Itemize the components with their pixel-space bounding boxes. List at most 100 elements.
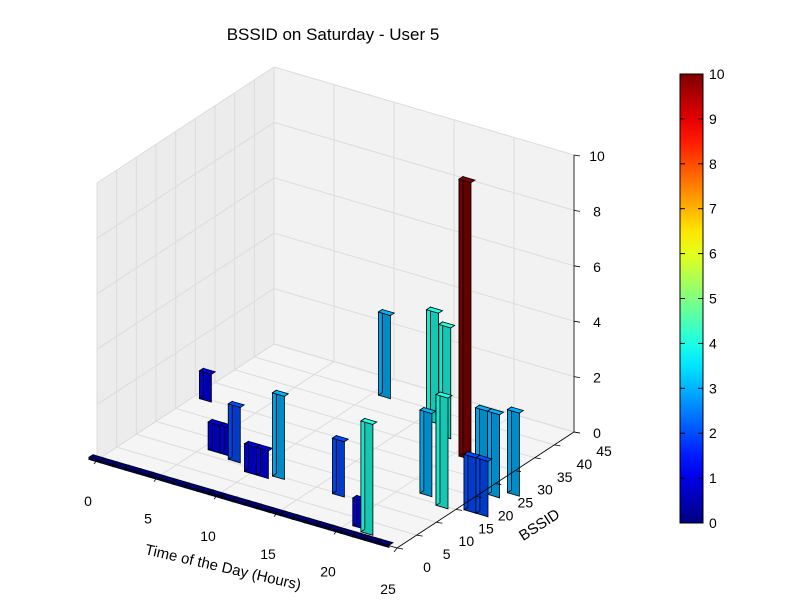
y-tick-mark — [396, 547, 404, 550]
bar — [88, 453, 106, 464]
bar-top-face — [227, 400, 246, 408]
bar-side-face — [243, 440, 249, 473]
grid-line-z — [96, 288, 275, 406]
bar-side-face — [198, 367, 204, 400]
bar — [198, 367, 217, 403]
grid-line-y — [155, 420, 457, 510]
colorbar-tick-label: 5 — [709, 291, 717, 307]
x-axis-line — [96, 459, 398, 549]
y-tick-mark — [455, 508, 463, 511]
y-tick-label: 45 — [596, 443, 612, 459]
z-tick-mark — [573, 154, 581, 157]
grid-line-x — [216, 378, 395, 496]
bar — [486, 407, 505, 499]
bar-side-face — [419, 406, 425, 494]
z-tick-mark — [573, 376, 581, 378]
grid-line-x — [156, 361, 335, 479]
x-tick-mark — [153, 477, 158, 482]
bar — [255, 444, 274, 480]
bar — [243, 440, 262, 476]
x-tick-mark — [213, 494, 218, 500]
bar-top-face — [198, 367, 217, 375]
grid-line-y — [136, 433, 437, 523]
back-pane — [274, 67, 574, 432]
x-tick-mark — [333, 530, 338, 535]
bar-top-face — [425, 306, 444, 314]
y-axis-label: BSSID — [516, 506, 563, 545]
left-pane — [97, 67, 274, 460]
z-tick-label: 0 — [593, 425, 601, 441]
y-tick-label: 15 — [478, 520, 494, 536]
x-tick-label: 15 — [260, 546, 276, 562]
y-tick-mark — [436, 521, 443, 524]
y-tick-mark — [495, 483, 502, 485]
bar — [475, 454, 493, 518]
bar — [377, 308, 396, 400]
colorbar-tick-label: 6 — [709, 246, 717, 262]
bar-side-face — [219, 422, 225, 454]
bar-top-face — [377, 309, 396, 317]
colorbar-tick-label: 4 — [709, 335, 717, 351]
grid-line-y — [254, 356, 555, 446]
bar — [435, 391, 453, 510]
bar-side-face — [331, 434, 337, 495]
bar-side-face — [426, 306, 431, 422]
bar-top-face — [255, 444, 274, 452]
x-axis-label: Time of the Day (Hours) — [143, 541, 302, 593]
bar — [506, 406, 525, 497]
bar-side-face — [207, 418, 213, 451]
colorbar-tick-label: 1 — [709, 470, 717, 486]
bar-side-face — [475, 454, 481, 515]
y-axis-line — [396, 431, 575, 549]
axis-lines — [93, 154, 581, 553]
grid-line-z — [273, 343, 575, 433]
bar-side-face — [227, 400, 233, 461]
y-tick-label: 40 — [577, 456, 593, 472]
y-tick-label: 0 — [423, 559, 431, 575]
bar-top-face — [437, 321, 456, 329]
colorbar-tick-label: 7 — [709, 201, 717, 217]
bar-side-face — [360, 417, 366, 533]
y-tick-mark — [554, 444, 561, 447]
bar-top-face — [506, 406, 525, 414]
grid-line-z — [273, 232, 575, 322]
colorbar-tick-label: 0 — [709, 515, 717, 531]
bar — [271, 389, 290, 481]
y-tick-mark — [416, 534, 423, 537]
z-tick-mark — [573, 210, 581, 212]
chart-title: BSSID on Saturday - User 5 — [227, 25, 440, 44]
colorbar-tick-label: 8 — [709, 156, 717, 172]
bar — [458, 175, 476, 461]
grid-line-z — [96, 121, 275, 239]
z-tick-label: 2 — [593, 370, 601, 386]
y-tick-label: 5 — [443, 546, 451, 562]
bar-side-face — [435, 391, 441, 507]
grid-line-z — [273, 66, 575, 156]
x-tick-label: 0 — [84, 493, 92, 509]
x-tick-label: 5 — [144, 511, 152, 527]
bar-side-face — [458, 175, 464, 457]
bar — [359, 417, 378, 536]
z-tick-mark — [573, 431, 581, 434]
x-tick-mark — [93, 459, 98, 465]
bar-top-face — [458, 176, 476, 184]
z-tick-mark — [573, 265, 581, 268]
grid-line-z — [96, 232, 275, 350]
x-tick-mark — [273, 512, 278, 518]
bar-side-face — [463, 451, 469, 511]
colorbar: 0 1 2 3 4 5 6 7 8 9 10 — [679, 66, 725, 531]
y-tick-label: 35 — [557, 469, 573, 485]
colorbar-tick-label: 9 — [709, 111, 717, 127]
grid-line-z — [273, 177, 575, 267]
bar-side-face — [271, 389, 277, 477]
bar-side-face — [255, 444, 261, 476]
z-tick-label: 10 — [589, 148, 605, 164]
bar-top-face — [331, 435, 350, 443]
z-tick-label: 4 — [593, 314, 601, 330]
grid-line-z — [273, 288, 575, 378]
y-tick-label: 25 — [518, 495, 534, 511]
y-tick-label: 30 — [537, 482, 553, 498]
bar — [331, 434, 350, 498]
x-tick-label: 10 — [200, 528, 216, 544]
